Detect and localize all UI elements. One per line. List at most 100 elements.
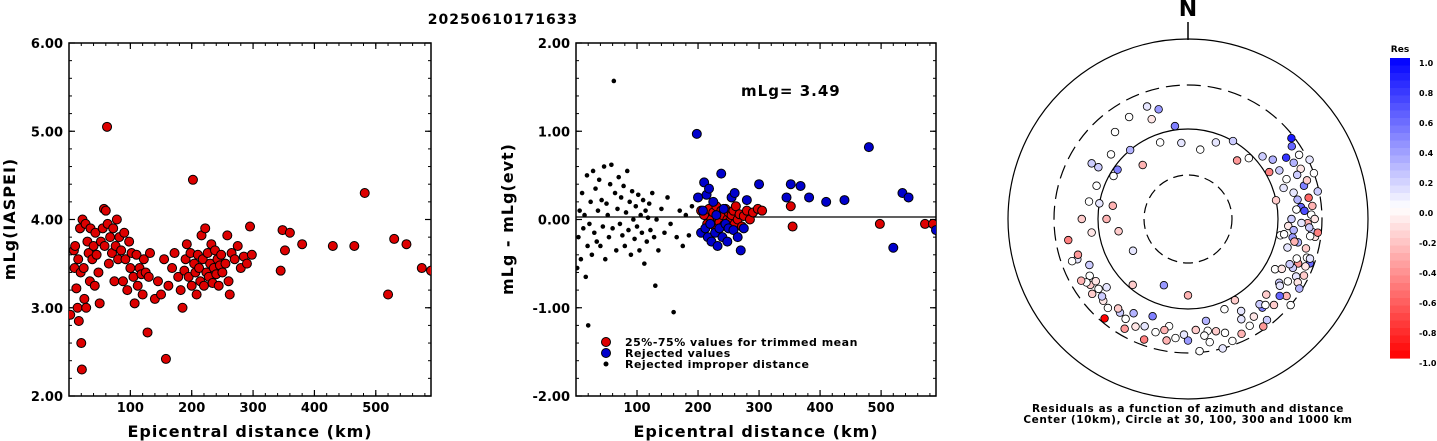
data-point xyxy=(617,221,623,227)
x-tick-label: 200 xyxy=(684,401,711,416)
data-point xyxy=(718,203,729,214)
caption-line-2: Center (10km), Circle at 30, 100, 300 an… xyxy=(1023,414,1352,426)
station-marker xyxy=(1170,121,1180,131)
data-point xyxy=(632,236,637,242)
station-marker xyxy=(1287,214,1296,224)
data-point xyxy=(722,236,733,247)
colorbar-segment xyxy=(1390,200,1410,209)
station-marker xyxy=(1237,315,1246,324)
data-point xyxy=(70,240,81,251)
colorbar-segment xyxy=(1390,155,1410,164)
data-point xyxy=(686,233,692,238)
data-point xyxy=(689,203,695,209)
colorbar-segment xyxy=(1390,215,1410,224)
data-point xyxy=(626,227,631,233)
data-point xyxy=(132,280,143,291)
data-point xyxy=(613,248,619,253)
data-point xyxy=(576,265,580,271)
data-point xyxy=(590,168,596,174)
data-point xyxy=(665,195,670,200)
station-marker xyxy=(1287,134,1296,143)
data-point xyxy=(117,276,128,287)
figure-title: 20250610171633 xyxy=(428,12,578,28)
station-marker xyxy=(1159,281,1169,290)
station-marker xyxy=(1305,231,1315,241)
data-point xyxy=(109,276,120,287)
colorbar-tick-label: 0.6 xyxy=(1419,119,1434,128)
legend-label: Rejected values xyxy=(625,347,731,360)
colorbar-tick-label: -0.6 xyxy=(1419,299,1437,308)
data-point xyxy=(89,280,100,291)
data-point xyxy=(618,195,624,200)
station-marker xyxy=(1304,193,1313,202)
data-point xyxy=(72,302,83,313)
colorbar-segment xyxy=(1390,58,1410,67)
station-marker xyxy=(1262,315,1272,325)
data-point xyxy=(588,199,593,205)
x-tick-label: 400 xyxy=(806,401,833,416)
y-tick-label: 6.00 xyxy=(31,37,63,52)
data-point xyxy=(246,249,257,260)
station-marker xyxy=(1087,159,1096,168)
data-point xyxy=(359,188,370,199)
station-marker xyxy=(1292,170,1302,180)
data-point xyxy=(241,258,252,269)
data-point xyxy=(648,227,653,233)
data-point xyxy=(680,243,686,249)
station-marker xyxy=(1138,160,1147,170)
station-marker xyxy=(1097,292,1107,301)
data-point xyxy=(124,236,135,247)
data-point xyxy=(708,196,719,207)
data-point xyxy=(401,239,412,250)
panel-azimuth-map: N Residuals as a function of azimuth and… xyxy=(1007,0,1437,426)
station-marker xyxy=(1183,291,1193,300)
data-point xyxy=(621,183,626,189)
data-point xyxy=(426,265,431,276)
station-marker xyxy=(1121,314,1130,324)
station-marker xyxy=(1292,205,1301,214)
data-point xyxy=(704,183,715,194)
legend-label: 25%-75% values for trimmed mean xyxy=(625,336,858,349)
data-point xyxy=(245,221,255,232)
station-marker xyxy=(1305,155,1314,164)
colorbar-segment xyxy=(1390,320,1410,329)
data-point xyxy=(91,249,102,260)
data-point xyxy=(297,239,308,250)
data-point xyxy=(683,212,689,218)
data-point xyxy=(181,239,192,250)
colorbar-segment xyxy=(1390,163,1410,172)
station-marker xyxy=(1292,254,1301,263)
data-point xyxy=(601,164,607,169)
station-marker xyxy=(1179,330,1189,339)
colorbar-segment xyxy=(1390,133,1410,142)
data-point xyxy=(217,267,228,278)
data-point xyxy=(674,234,679,240)
station-marker xyxy=(1155,138,1165,147)
colorbar: 1.0 0.8 0.6 0.4 0.2 0.0 -0.2 -0.4 -0.6 -0.8 -1.0 xyxy=(1390,58,1437,368)
data-point xyxy=(143,271,154,282)
station-marker xyxy=(1309,168,1319,178)
station-marker xyxy=(1220,328,1230,338)
station-marker xyxy=(1171,333,1180,343)
data-point xyxy=(785,179,796,190)
data-point xyxy=(643,208,648,213)
station-marker xyxy=(1148,312,1157,321)
y-axis-label: mLg(IASPEI) xyxy=(0,158,19,280)
y-tick-label: 5.00 xyxy=(31,125,63,140)
station-marker xyxy=(1102,214,1111,224)
x-tick-label: 400 xyxy=(301,401,328,416)
colorbar-tick-label: 1.0 xyxy=(1419,59,1434,68)
ring-300km xyxy=(1053,84,1323,354)
data-point xyxy=(628,252,634,258)
data-point xyxy=(888,242,899,253)
colorbar-segment xyxy=(1390,178,1410,187)
data-point xyxy=(585,243,590,249)
colorbar-segment xyxy=(1390,328,1410,337)
data-point xyxy=(194,263,205,274)
data-point xyxy=(76,338,87,349)
data-point xyxy=(659,206,664,212)
data-point xyxy=(611,78,617,84)
station-marker xyxy=(1313,187,1322,196)
station-marker xyxy=(1077,214,1086,224)
data-point xyxy=(787,221,798,232)
